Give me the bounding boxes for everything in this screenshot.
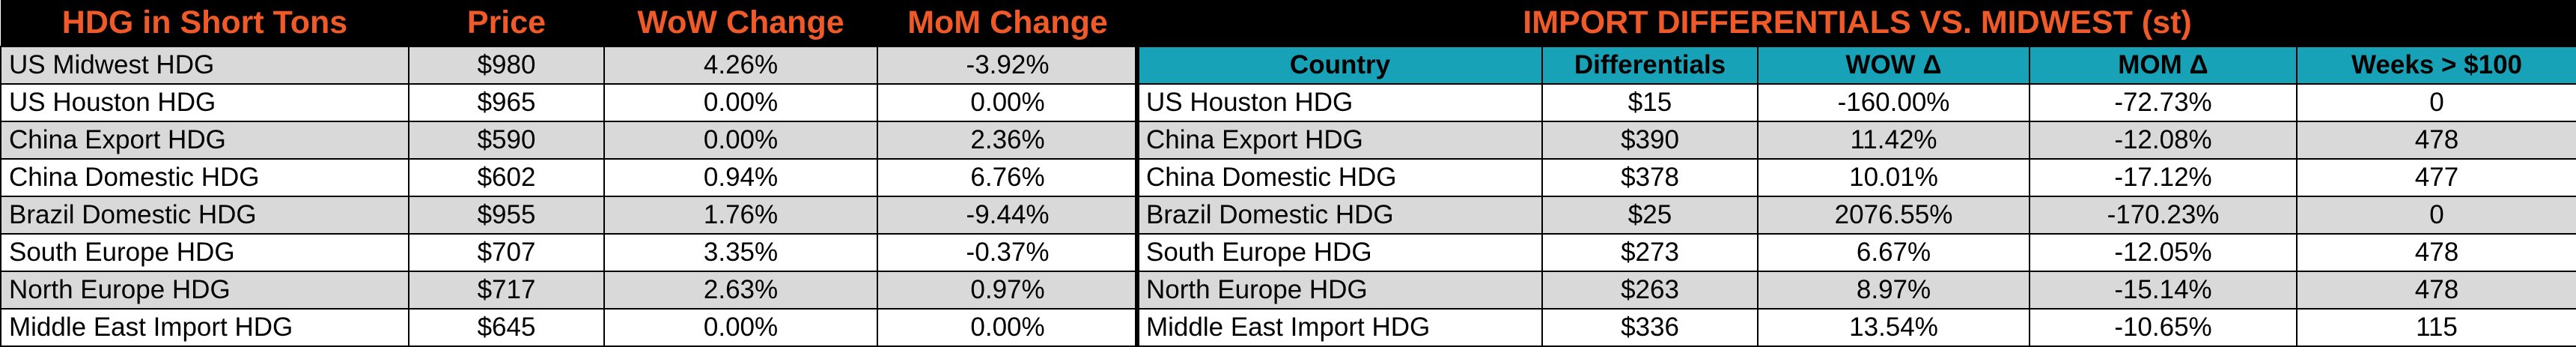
wow-delta-cell: 11.42% xyxy=(1757,121,2030,160)
differential-cell: $336 xyxy=(1541,308,1759,347)
differential-cell: $390 xyxy=(1541,121,1759,160)
col-mom-delta: MOM Δ xyxy=(2029,46,2298,85)
differential-cell: $273 xyxy=(1541,233,1759,272)
header-mom-change: MoM Change xyxy=(877,0,1138,46)
product-name: China Domestic HDG xyxy=(0,158,409,197)
price-table-row: US Midwest HDG $980 4.26% -3.92% xyxy=(0,46,1139,85)
import-differentials-table: IMPORT DIFFERENTIALS VS. MIDWEST (st) Co… xyxy=(1137,0,2576,347)
product-name: South Europe HDG xyxy=(0,233,409,272)
hdg-price-table: HDG in Short Tons Price WoW Change MoM C… xyxy=(0,0,1139,347)
mom-change-cell: -3.92% xyxy=(877,46,1139,85)
table-divider xyxy=(1135,0,1139,346)
mom-change-cell: -9.44% xyxy=(877,196,1139,235)
wow-delta-cell: 10.01% xyxy=(1757,158,2030,197)
mom-change-cell: -0.37% xyxy=(877,233,1139,272)
country-name: US Houston HDG xyxy=(1137,83,1543,122)
wow-delta-cell: 2076.55% xyxy=(1757,196,2030,235)
differentials-table-row: Brazil Domestic HDG $25 2076.55% -170.23% 0 xyxy=(1137,196,2576,235)
wow-delta-cell: 8.97% xyxy=(1757,271,2030,310)
mom-delta-cell: -72.73% xyxy=(2029,83,2298,122)
weeks-over-100-cell: 0 xyxy=(2296,83,2576,122)
differential-cell: $25 xyxy=(1541,196,1759,235)
price-cell: $590 xyxy=(408,121,605,160)
weeks-over-100-cell: 478 xyxy=(2296,233,2576,272)
weeks-over-100-cell: 478 xyxy=(2296,121,2576,160)
weeks-over-100-cell: 115 xyxy=(2296,308,2576,347)
header-price: Price xyxy=(409,0,604,46)
differentials-title-row: IMPORT DIFFERENTIALS VS. MIDWEST (st) xyxy=(1138,0,2576,46)
wow-change-cell: 0.00% xyxy=(603,308,878,347)
country-name: South Europe HDG xyxy=(1137,233,1543,272)
col-wow-delta: WOW Δ xyxy=(1757,46,2030,85)
wow-change-cell: 0.00% xyxy=(603,121,878,160)
country-name: Brazil Domestic HDG xyxy=(1137,196,1543,235)
price-cell: $980 xyxy=(408,46,605,85)
price-table-row: Brazil Domestic HDG $955 1.76% -9.44% xyxy=(0,196,1139,235)
differentials-table-row: China Domestic HDG $378 10.01% -17.12% 477 xyxy=(1137,158,2576,197)
price-cell: $955 xyxy=(408,196,605,235)
price-cell: $602 xyxy=(408,158,605,197)
col-weeks-over-100: Weeks > $100 xyxy=(2296,46,2576,85)
price-cell: $645 xyxy=(408,308,605,347)
product-name: US Midwest HDG xyxy=(0,46,409,85)
mom-change-cell: 2.36% xyxy=(877,121,1139,160)
price-table-row: China Export HDG $590 0.00% 2.36% xyxy=(0,121,1139,160)
mom-delta-cell: -12.05% xyxy=(2029,233,2298,272)
mom-change-cell: 0.00% xyxy=(877,83,1139,122)
price-table-row: Middle East Import HDG $645 0.00% 0.00% xyxy=(0,308,1139,347)
product-name: China Export HDG xyxy=(0,121,409,160)
country-name: China Domestic HDG xyxy=(1137,158,1543,197)
weeks-over-100-cell: 478 xyxy=(2296,271,2576,310)
price-table-row: US Houston HDG $965 0.00% 0.00% xyxy=(0,83,1139,122)
mom-change-cell: 6.76% xyxy=(877,158,1139,197)
differentials-table-row: Middle East Import HDG $336 13.54% -10.65% 1… xyxy=(1137,308,2576,347)
mom-delta-cell: -17.12% xyxy=(2029,158,2298,197)
wow-change-cell: 1.76% xyxy=(603,196,878,235)
mom-delta-cell: -15.14% xyxy=(2029,271,2298,310)
mom-delta-cell: -12.08% xyxy=(2029,121,2298,160)
mom-delta-cell: -10.65% xyxy=(2029,308,2298,347)
price-table-row: China Domestic HDG $602 0.94% 6.76% xyxy=(0,158,1139,197)
price-cell: $965 xyxy=(408,83,605,122)
header-wow-change: WoW Change xyxy=(604,0,877,46)
price-cell: $717 xyxy=(408,271,605,310)
differentials-title: IMPORT DIFFERENTIALS VS. MIDWEST (st) xyxy=(1138,0,2576,46)
wow-delta-cell: -160.00% xyxy=(1757,83,2030,122)
differentials-table-row: South Europe HDG $273 6.67% -12.05% 478 xyxy=(1137,233,2576,272)
product-name: US Houston HDG xyxy=(0,83,409,122)
price-table-row: North Europe HDG $717 2.63% 0.97% xyxy=(0,271,1139,310)
col-country: Country xyxy=(1137,46,1543,85)
header-product: HDG in Short Tons xyxy=(1,0,409,46)
wow-change-cell: 3.35% xyxy=(603,233,878,272)
product-name: Middle East Import HDG xyxy=(0,308,409,347)
price-table-row: South Europe HDG $707 3.35% -0.37% xyxy=(0,233,1139,272)
wow-change-cell: 0.94% xyxy=(603,158,878,197)
wow-delta-cell: 6.67% xyxy=(1757,233,2030,272)
price-table-header-row: HDG in Short Tons Price WoW Change MoM C… xyxy=(1,0,1138,46)
differential-cell: $378 xyxy=(1541,158,1759,197)
wow-change-cell: 0.00% xyxy=(603,83,878,122)
differentials-column-header-row: Country Differentials WOW Δ MOM Δ Weeks … xyxy=(1137,46,2576,85)
product-name: Brazil Domestic HDG xyxy=(0,196,409,235)
col-differentials: Differentials xyxy=(1541,46,1759,85)
country-name: Middle East Import HDG xyxy=(1137,308,1543,347)
weeks-over-100-cell: 0 xyxy=(2296,196,2576,235)
wow-delta-cell: 13.54% xyxy=(1757,308,2030,347)
mom-change-cell: 0.00% xyxy=(877,308,1139,347)
wow-change-cell: 4.26% xyxy=(603,46,878,85)
mom-delta-cell: -170.23% xyxy=(2029,196,2298,235)
country-name: China Export HDG xyxy=(1137,121,1543,160)
differentials-table-row: US Houston HDG $15 -160.00% -72.73% 0 xyxy=(1137,83,2576,122)
weeks-over-100-cell: 477 xyxy=(2296,158,2576,197)
price-cell: $707 xyxy=(408,233,605,272)
country-name: North Europe HDG xyxy=(1137,271,1543,310)
differential-cell: $15 xyxy=(1541,83,1759,122)
differential-cell: $263 xyxy=(1541,271,1759,310)
mom-change-cell: 0.97% xyxy=(877,271,1139,310)
differentials-table-row: North Europe HDG $263 8.97% -15.14% 478 xyxy=(1137,271,2576,310)
wow-change-cell: 2.63% xyxy=(603,271,878,310)
product-name: North Europe HDG xyxy=(0,271,409,310)
differentials-table-row: China Export HDG $390 11.42% -12.08% 478 xyxy=(1137,121,2576,160)
